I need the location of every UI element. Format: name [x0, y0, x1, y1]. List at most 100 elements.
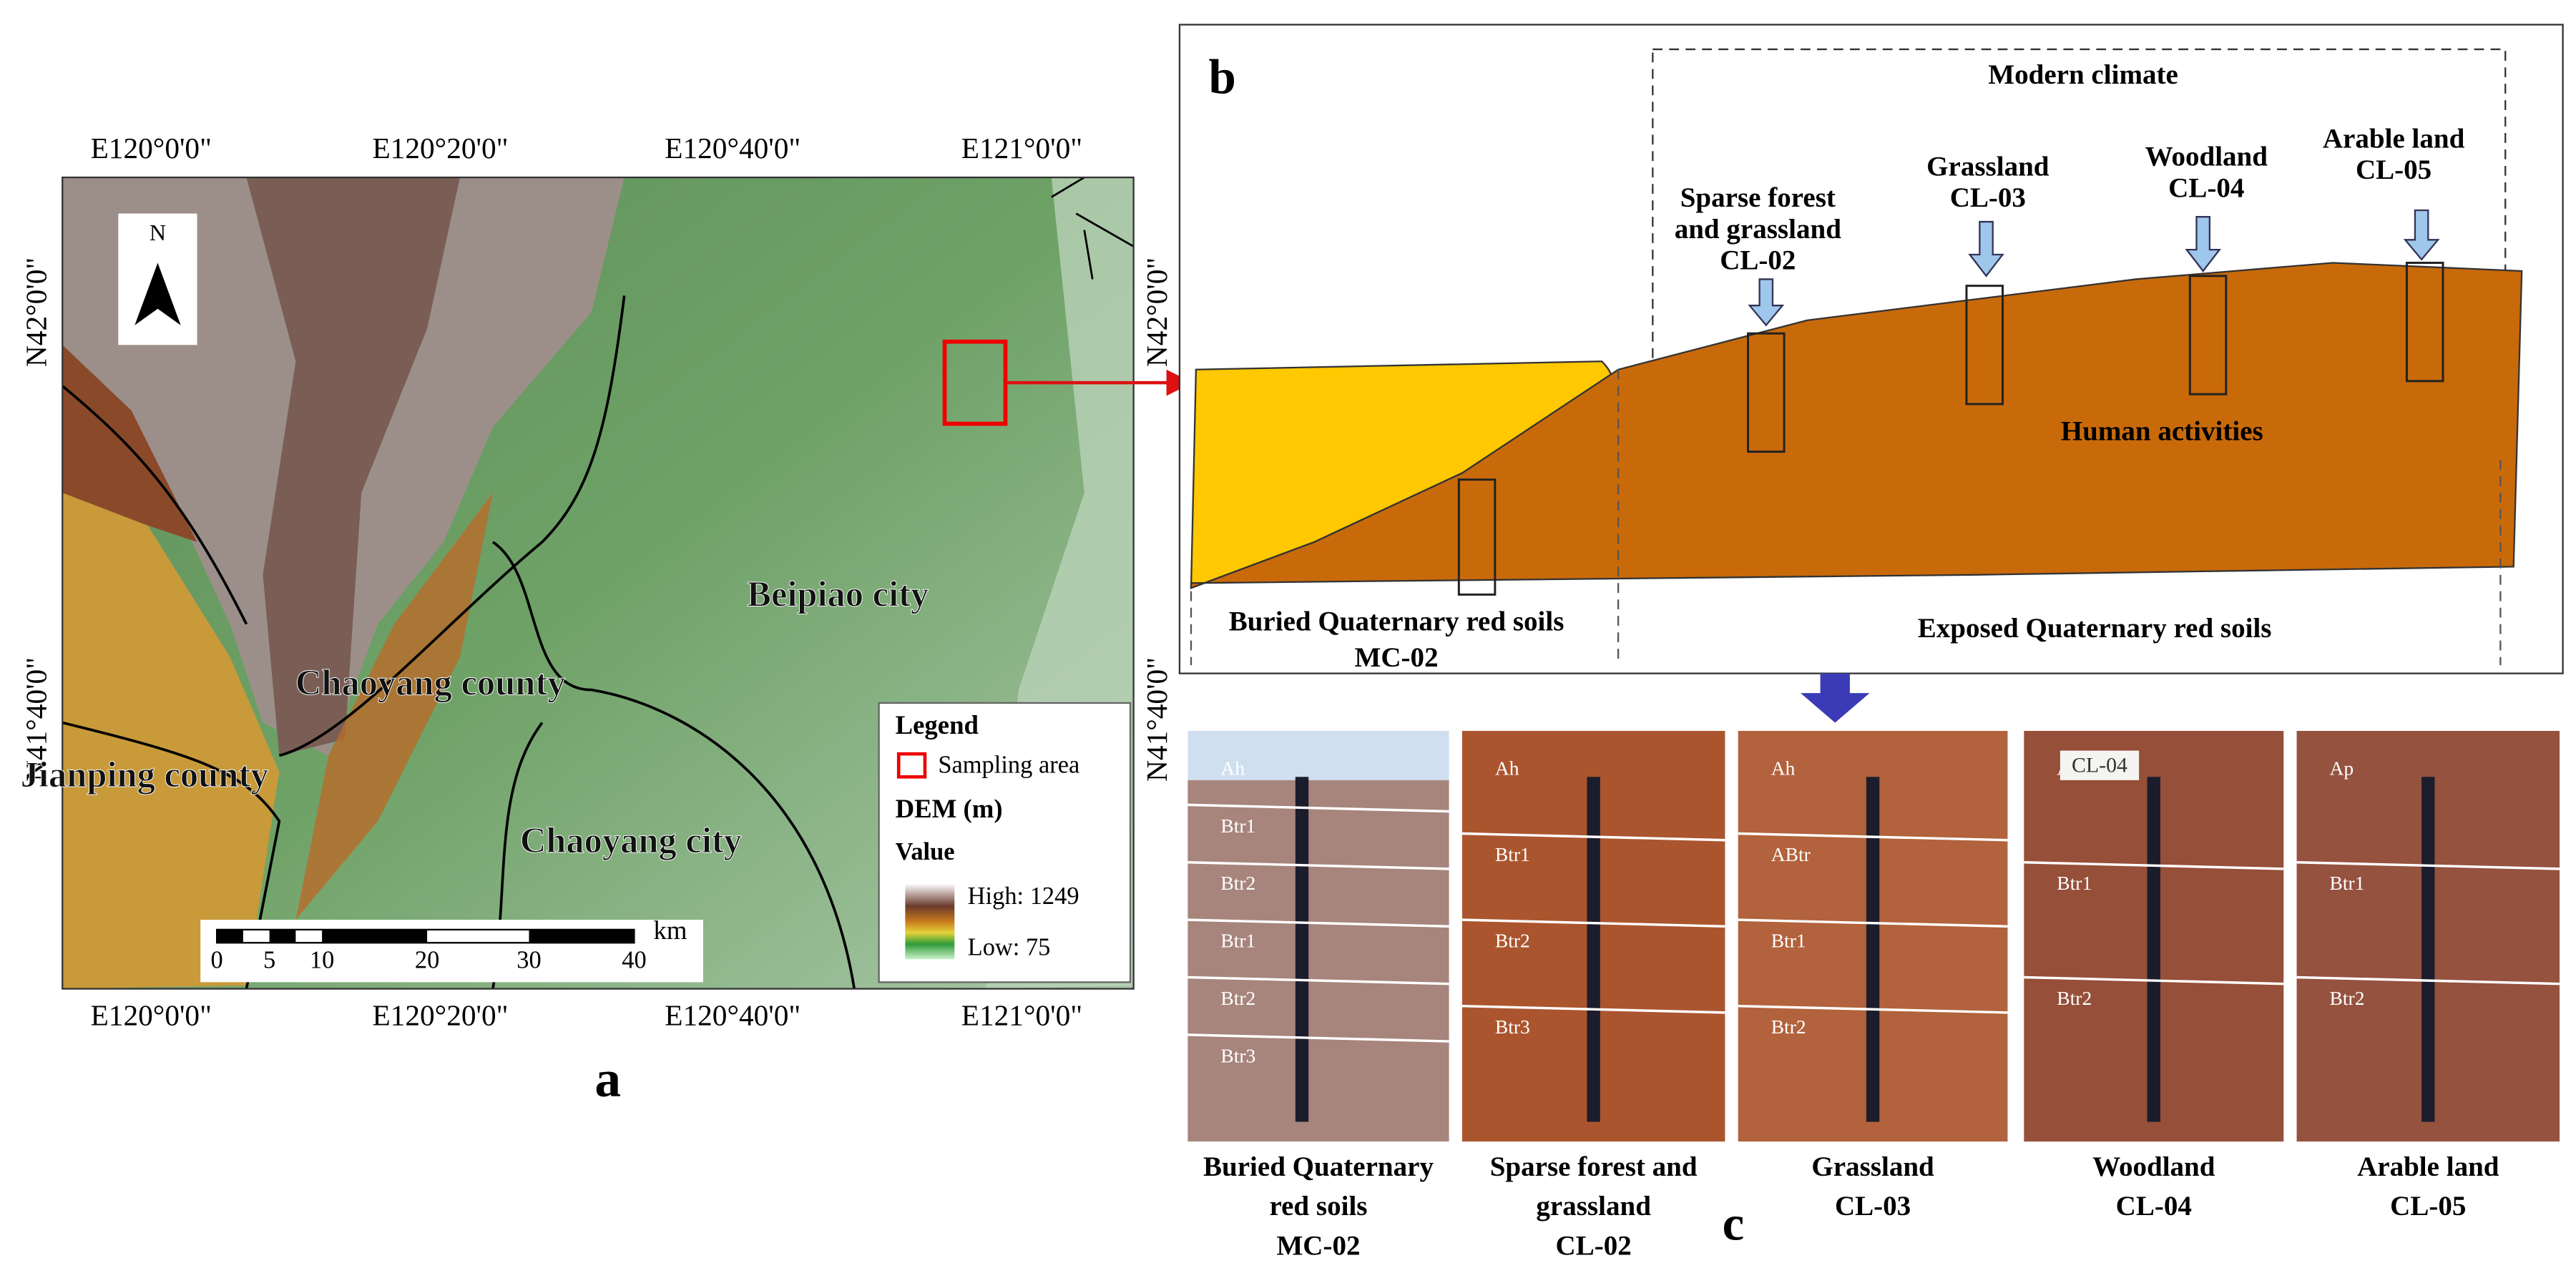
longitude-label: E121°0'0": [961, 998, 1082, 1031]
horizon-boundary: [1187, 918, 1449, 928]
horizon-boundary: [1738, 918, 2008, 928]
sign: [2060, 750, 2140, 780]
site-label: and grassland: [1675, 214, 1841, 245]
horizon-boundary: [1187, 1033, 1449, 1043]
horizon-label: Btr1: [1495, 843, 1530, 865]
soil-label: Buried Quaternary red soils: [1229, 606, 1564, 637]
horizon-label: Btr1: [1220, 815, 1255, 837]
horizon-boundary: [1187, 975, 1449, 986]
horizon-label: Btr1: [2057, 872, 2092, 894]
measuring-tape: [2147, 777, 2160, 1122]
site-label: CL-03: [1950, 182, 2026, 213]
photo-caption: CL-05: [2390, 1191, 2466, 1222]
horizon-boundary: [2024, 860, 2284, 870]
north-label: N: [150, 220, 166, 245]
panel-label: b: [1208, 50, 1235, 104]
measuring-tape: [2421, 777, 2435, 1122]
latitude-label: N42°0'0": [1140, 257, 1173, 367]
longitude-label: E120°40'0": [665, 998, 800, 1031]
horizon-label: Btr3: [1220, 1044, 1255, 1066]
photo-caption: red soils: [1269, 1191, 1367, 1222]
horizon-label: Btr2: [1771, 1016, 1806, 1038]
horizon-label: Ap: [2330, 757, 2354, 779]
labels: E120°0'0" E120°0'0" E120°20'0" E120°20'0" E1…: [20, 50, 2499, 1262]
photo-caption: Arable land: [2357, 1151, 2499, 1182]
horizon-label: Btr2: [2057, 987, 2092, 1009]
horizon-label: Btr2: [1495, 930, 1530, 952]
scale-tick-label: 40: [622, 947, 646, 974]
longitude-label: E121°0'0": [961, 132, 1082, 164]
longitude-label: E120°20'0": [372, 132, 508, 164]
photo-caption: CL-02: [1556, 1230, 1632, 1261]
photo-caption: grassland: [1536, 1191, 1651, 1222]
photo: Ap Btr1 Btr2: [2296, 730, 2560, 1142]
horizon-label: Ah: [1495, 757, 1519, 779]
longitude-label: E120°0'0": [91, 132, 212, 164]
horizon-boundary: [1461, 832, 1725, 842]
scale-tick-label: 0: [211, 947, 223, 974]
longitude-label: E120°40'0": [665, 132, 800, 164]
site-label: Sparse forest: [1680, 182, 1836, 213]
place-label: Chaoyang county: [295, 663, 566, 703]
photo-caption: Grassland: [1811, 1151, 1934, 1182]
panel-label: c: [1723, 1196, 1745, 1251]
photo: AhBtr1Btr2CL-04: [2024, 730, 2284, 1142]
legend-text: DEM (m): [896, 794, 1003, 823]
latitude-label: N42°0'0": [20, 257, 53, 367]
photo-caption: MC-02: [1276, 1230, 1360, 1261]
soil-label: MC-02: [1355, 642, 1439, 673]
scale-tick-label: 30: [516, 947, 541, 974]
horizon-boundary: [1187, 803, 1449, 813]
horizon-boundary: [2296, 860, 2560, 870]
horizon-boundary: [1461, 918, 1725, 928]
legend-text: Value: [896, 838, 955, 865]
zone-label: Modern climate: [1988, 59, 2178, 90]
legend-text: Legend: [896, 710, 979, 739]
longitude-label: E120°0'0": [91, 998, 212, 1031]
horizon-label: Btr1: [1220, 930, 1255, 952]
sign-text: CL-04: [2072, 753, 2127, 777]
soil-face: [1187, 780, 1449, 1142]
scale-tick-label: 10: [310, 947, 334, 974]
site-label: CL-04: [2168, 172, 2244, 203]
horizon-label: Btr3: [1495, 1016, 1530, 1038]
horizon-label: Btr1: [1771, 930, 1806, 952]
place-label: Beipiao city: [747, 574, 929, 614]
horizon-boundary: [1738, 1004, 2008, 1014]
scale-tick-label: 20: [415, 947, 439, 974]
measuring-tape: [1587, 777, 1600, 1122]
horizon-boundary: [1738, 832, 2008, 842]
measuring-tape: [1295, 777, 1309, 1122]
horizon-label: Ah: [1771, 757, 1796, 779]
photo: Ah Btr1 Btr2 Btr3: [1461, 730, 1725, 1142]
legend-text: Sampling area: [938, 751, 1079, 778]
horizon-label: Btr2: [1220, 987, 1255, 1009]
scale-unit: km: [654, 915, 687, 945]
horizon-label: Btr2: [1220, 872, 1255, 894]
measuring-tape: [1866, 777, 1880, 1122]
place-label: Jianping county: [21, 755, 269, 795]
photo: Ah ABtr Btr1 Btr2: [1738, 730, 2008, 1142]
horizon-label: Ah: [1220, 757, 1245, 779]
horizon-label: Btr1: [2330, 872, 2365, 894]
scale-tick-label: 5: [263, 947, 275, 974]
zone-label: Human activities: [2061, 416, 2263, 446]
site-label: Woodland: [2145, 142, 2268, 172]
site-label: Arable land: [2323, 123, 2465, 154]
photo-caption: CL-04: [2116, 1191, 2192, 1222]
photo-caption: Buried Quaternary: [1203, 1151, 1434, 1182]
site-label: Grassland: [1926, 152, 2049, 182]
photo-caption: Woodland: [2092, 1151, 2215, 1182]
site-label: CL-02: [1720, 245, 1796, 275]
cross-section: [1178, 24, 2564, 723]
horizon-boundary: [1187, 860, 1449, 870]
soil-label: Exposed Quaternary red soils: [1918, 613, 2272, 644]
latitude-label: N41°40'0": [1140, 657, 1173, 782]
legend-text: Low: 75: [968, 933, 1051, 960]
horizon-boundary: [2024, 975, 2284, 986]
horizon-boundary: [2296, 975, 2560, 986]
longitude-label: E120°20'0": [372, 998, 508, 1031]
photo: Ah Btr1 Btr2 Btr1 Btr2 Btr3: [1187, 730, 1449, 1142]
place-label: Chaoyang city: [520, 820, 742, 860]
